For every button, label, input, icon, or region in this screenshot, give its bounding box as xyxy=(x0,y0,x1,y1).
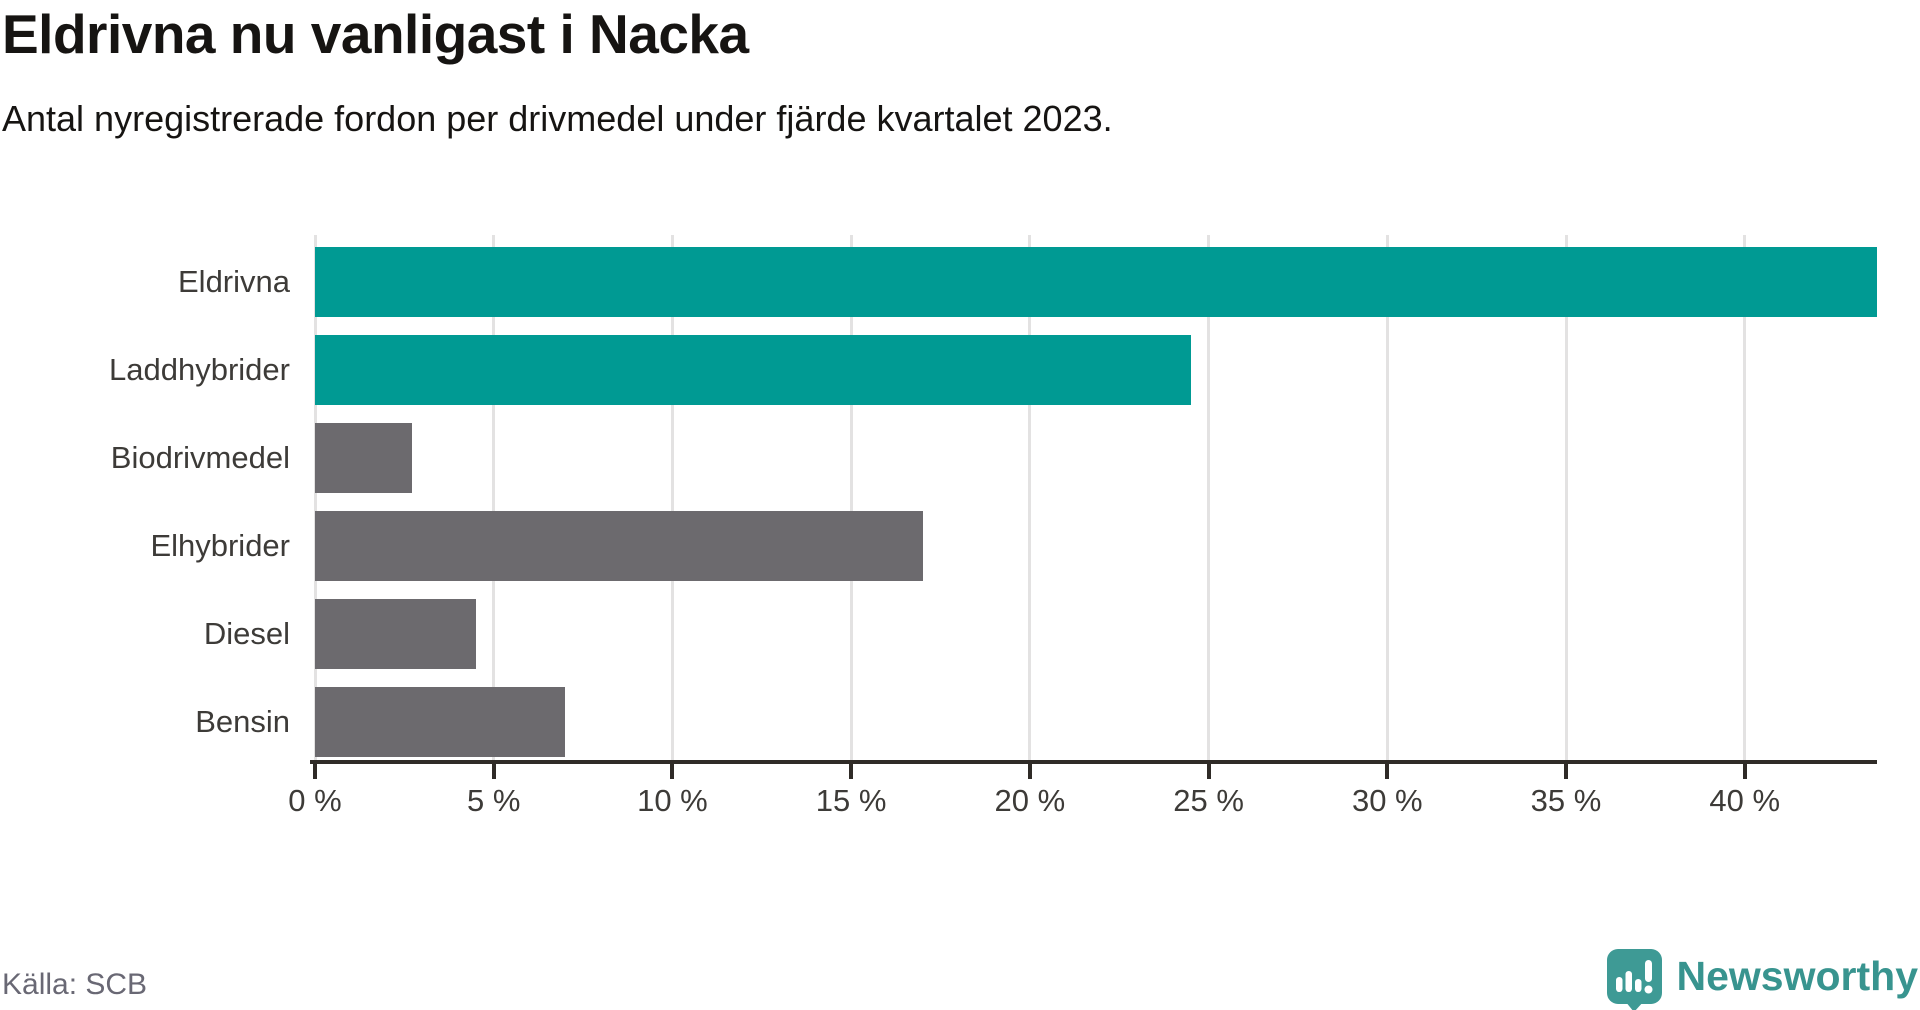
gridline-30pct xyxy=(1385,235,1389,760)
brand-name: Newsworthy xyxy=(1676,953,1919,999)
source-label: Källa: SCB xyxy=(2,968,148,1001)
x-tick-25pct xyxy=(1206,764,1211,779)
x-tick-20pct xyxy=(1027,764,1032,779)
x-tick-15pct xyxy=(849,764,854,779)
x-tick-30pct xyxy=(1385,764,1390,779)
newsworthy-logo-icon xyxy=(1606,949,1662,1010)
x-axis-line xyxy=(310,760,1877,764)
plot-area xyxy=(313,232,1877,760)
x-tick-label-5pct: 5 % xyxy=(466,783,521,818)
bar-elhybrider xyxy=(315,511,923,581)
x-tick-35pct xyxy=(1564,764,1569,779)
bar-biodrivmedel xyxy=(315,423,412,493)
category-label-elhybrider: Elhybrider xyxy=(150,528,290,563)
x-tick-0pct xyxy=(313,764,317,779)
x-tick-label-30pct: 30 % xyxy=(1351,783,1423,818)
brand: Newsworthy xyxy=(1606,948,1919,1010)
x-tick-label-20pct: 20 % xyxy=(994,783,1066,818)
category-label-laddhybrider: Laddhybrider xyxy=(109,352,290,387)
chart-subtitle: Antal nyregistrerade fordon per drivmede… xyxy=(2,98,1113,139)
category-axis: Eldrivna Laddhybrider Biodrivmedel Elhybrid… xyxy=(0,232,290,760)
x-tick-40pct xyxy=(1742,764,1747,779)
gridline-20pct xyxy=(1028,235,1032,760)
x-tick-10pct xyxy=(670,764,675,779)
x-tick-label-25pct: 25 % xyxy=(1173,783,1244,818)
chart-title: Eldrivna nu vanligast i Nacka xyxy=(2,3,749,65)
x-tick-label-35pct: 35 % xyxy=(1530,783,1602,818)
x-tick-label-0pct: 0 % xyxy=(288,783,342,818)
gridline-0pct xyxy=(313,235,317,760)
bar-bensin xyxy=(315,687,566,757)
category-label-biodrivmedel: Biodrivmedel xyxy=(110,440,290,475)
gridline-35pct xyxy=(1564,235,1568,760)
gridline-5pct xyxy=(492,235,496,760)
x-tick-5pct xyxy=(491,764,496,779)
bar-diesel xyxy=(315,599,476,669)
category-label-bensin: Bensin xyxy=(195,704,290,739)
bar-eldrivna xyxy=(315,247,1877,317)
gridline-40pct xyxy=(1743,235,1747,760)
gridline-15pct xyxy=(849,235,853,760)
gridline-25pct xyxy=(1207,235,1211,760)
x-tick-label-15pct: 15 % xyxy=(815,783,887,818)
bar-laddhybrider xyxy=(315,335,1191,405)
x-tick-label-40pct: 40 % xyxy=(1709,783,1781,818)
gridline-10pct xyxy=(670,235,674,760)
category-label-diesel: Diesel xyxy=(203,616,290,651)
category-label-eldrivna: Eldrivna xyxy=(178,264,290,299)
x-tick-label-10pct: 10 % xyxy=(637,783,708,818)
